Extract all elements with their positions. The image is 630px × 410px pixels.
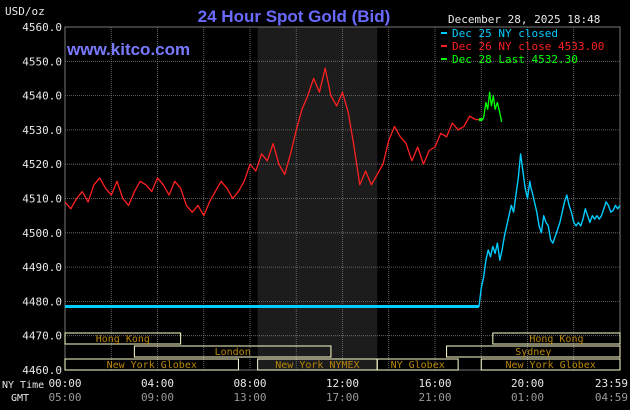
- site-watermark: www.kitco.com: [66, 40, 190, 59]
- x-tick-label-gmt: 09:00: [141, 391, 174, 404]
- series-line-dec25: [65, 153, 621, 308]
- session-bar-label: New York Globex: [107, 360, 197, 371]
- x-tick-label-gmt: 05:00: [48, 391, 81, 404]
- chart-title: 24 Hour Spot Gold (Bid): [198, 7, 391, 26]
- legend-dec25: Dec 25 NY closed: [452, 27, 558, 40]
- session-bar: NY Globex: [376, 358, 459, 371]
- legend-dec28: Dec 28 Last 4532.30: [452, 53, 578, 66]
- y-tick-label: 4560.0: [22, 21, 62, 34]
- x-tick-label-ny: 12:00: [326, 377, 359, 390]
- x-tick-label-ny: 16:00: [418, 377, 451, 390]
- legend-swatch-dec26: [441, 45, 447, 47]
- session-bar-label: NY Globex: [391, 360, 445, 371]
- unit-label: USD/oz: [5, 5, 45, 18]
- session-bar-box: [376, 358, 459, 371]
- y-tick-label: 4520.0: [22, 158, 62, 171]
- y-tick-label: 4490.0: [22, 261, 62, 274]
- session-bar: New York NYMEX: [257, 358, 378, 371]
- legend-swatch-dec28: [441, 58, 447, 60]
- x-tick-label-gmt: 01:00: [511, 391, 544, 404]
- legend-swatch-dec25: [441, 32, 447, 34]
- y-tick-label: 4550.0: [22, 55, 62, 68]
- x-tick-label-ny: 20:00: [511, 377, 544, 390]
- session-bar: London: [133, 345, 332, 358]
- x-tick-label-gmt: 13:00: [233, 391, 266, 404]
- series-line-dec26: [64, 67, 479, 217]
- session-bar-label: Hong Kong: [96, 334, 150, 345]
- series-line-dec28: [478, 91, 503, 123]
- session-bar: New York Globex: [64, 358, 239, 371]
- session-bar: New York Globex: [480, 358, 621, 371]
- y-tick-label: 4480.0: [22, 295, 62, 308]
- timestamp: December 28, 2025 18:48: [448, 13, 600, 26]
- y-tick-label: 4500.0: [22, 227, 62, 240]
- gmt-label: GMT: [11, 393, 29, 404]
- legend: Dec 25 NY closed Dec 26 NY close 4533.00…: [441, 27, 604, 66]
- session-bar-box: [64, 358, 239, 371]
- x-tick-label-gmt: 04:59: [595, 391, 628, 404]
- session-bar-box: [133, 345, 332, 358]
- session-bar: Hong Kong: [64, 332, 182, 345]
- ny-time-label: NY Time: [2, 380, 44, 391]
- session-bar-label: Hong Kong: [529, 334, 583, 345]
- x-tick-label-gmt: 21:00: [418, 391, 451, 404]
- session-bar-box: [446, 345, 621, 358]
- x-tick-label-gmt: 17:00: [326, 391, 359, 404]
- session-bar-box: [492, 332, 621, 345]
- session-bar-box: [64, 332, 182, 345]
- y-tick-label: 4460.0: [22, 364, 62, 377]
- x-tick-label-ny: 08:00: [233, 377, 266, 390]
- x-tick-label-ny: 23:59: [595, 377, 628, 390]
- session-bar-label: New York Globex: [505, 360, 595, 371]
- legend-dec26: Dec 26 NY close 4533.00: [452, 40, 604, 53]
- session-bar-box: [480, 358, 621, 371]
- session-bar-label: Sydney: [515, 347, 551, 358]
- y-tick-label: 4530.0: [22, 124, 62, 137]
- y-tick-label: 4470.0: [22, 330, 62, 343]
- x-tick-label-ny: 00:00: [48, 377, 81, 390]
- x-tick-label-ny: 04:00: [141, 377, 174, 390]
- session-bar-label: London: [215, 347, 251, 358]
- y-tick-label: 4510.0: [22, 193, 62, 206]
- session-bar-label: New York NYMEX: [275, 360, 359, 371]
- y-tick-label: 4540.0: [22, 90, 62, 103]
- session-bar: Sydney: [446, 345, 621, 358]
- session-bar: Hong Kong: [492, 332, 621, 345]
